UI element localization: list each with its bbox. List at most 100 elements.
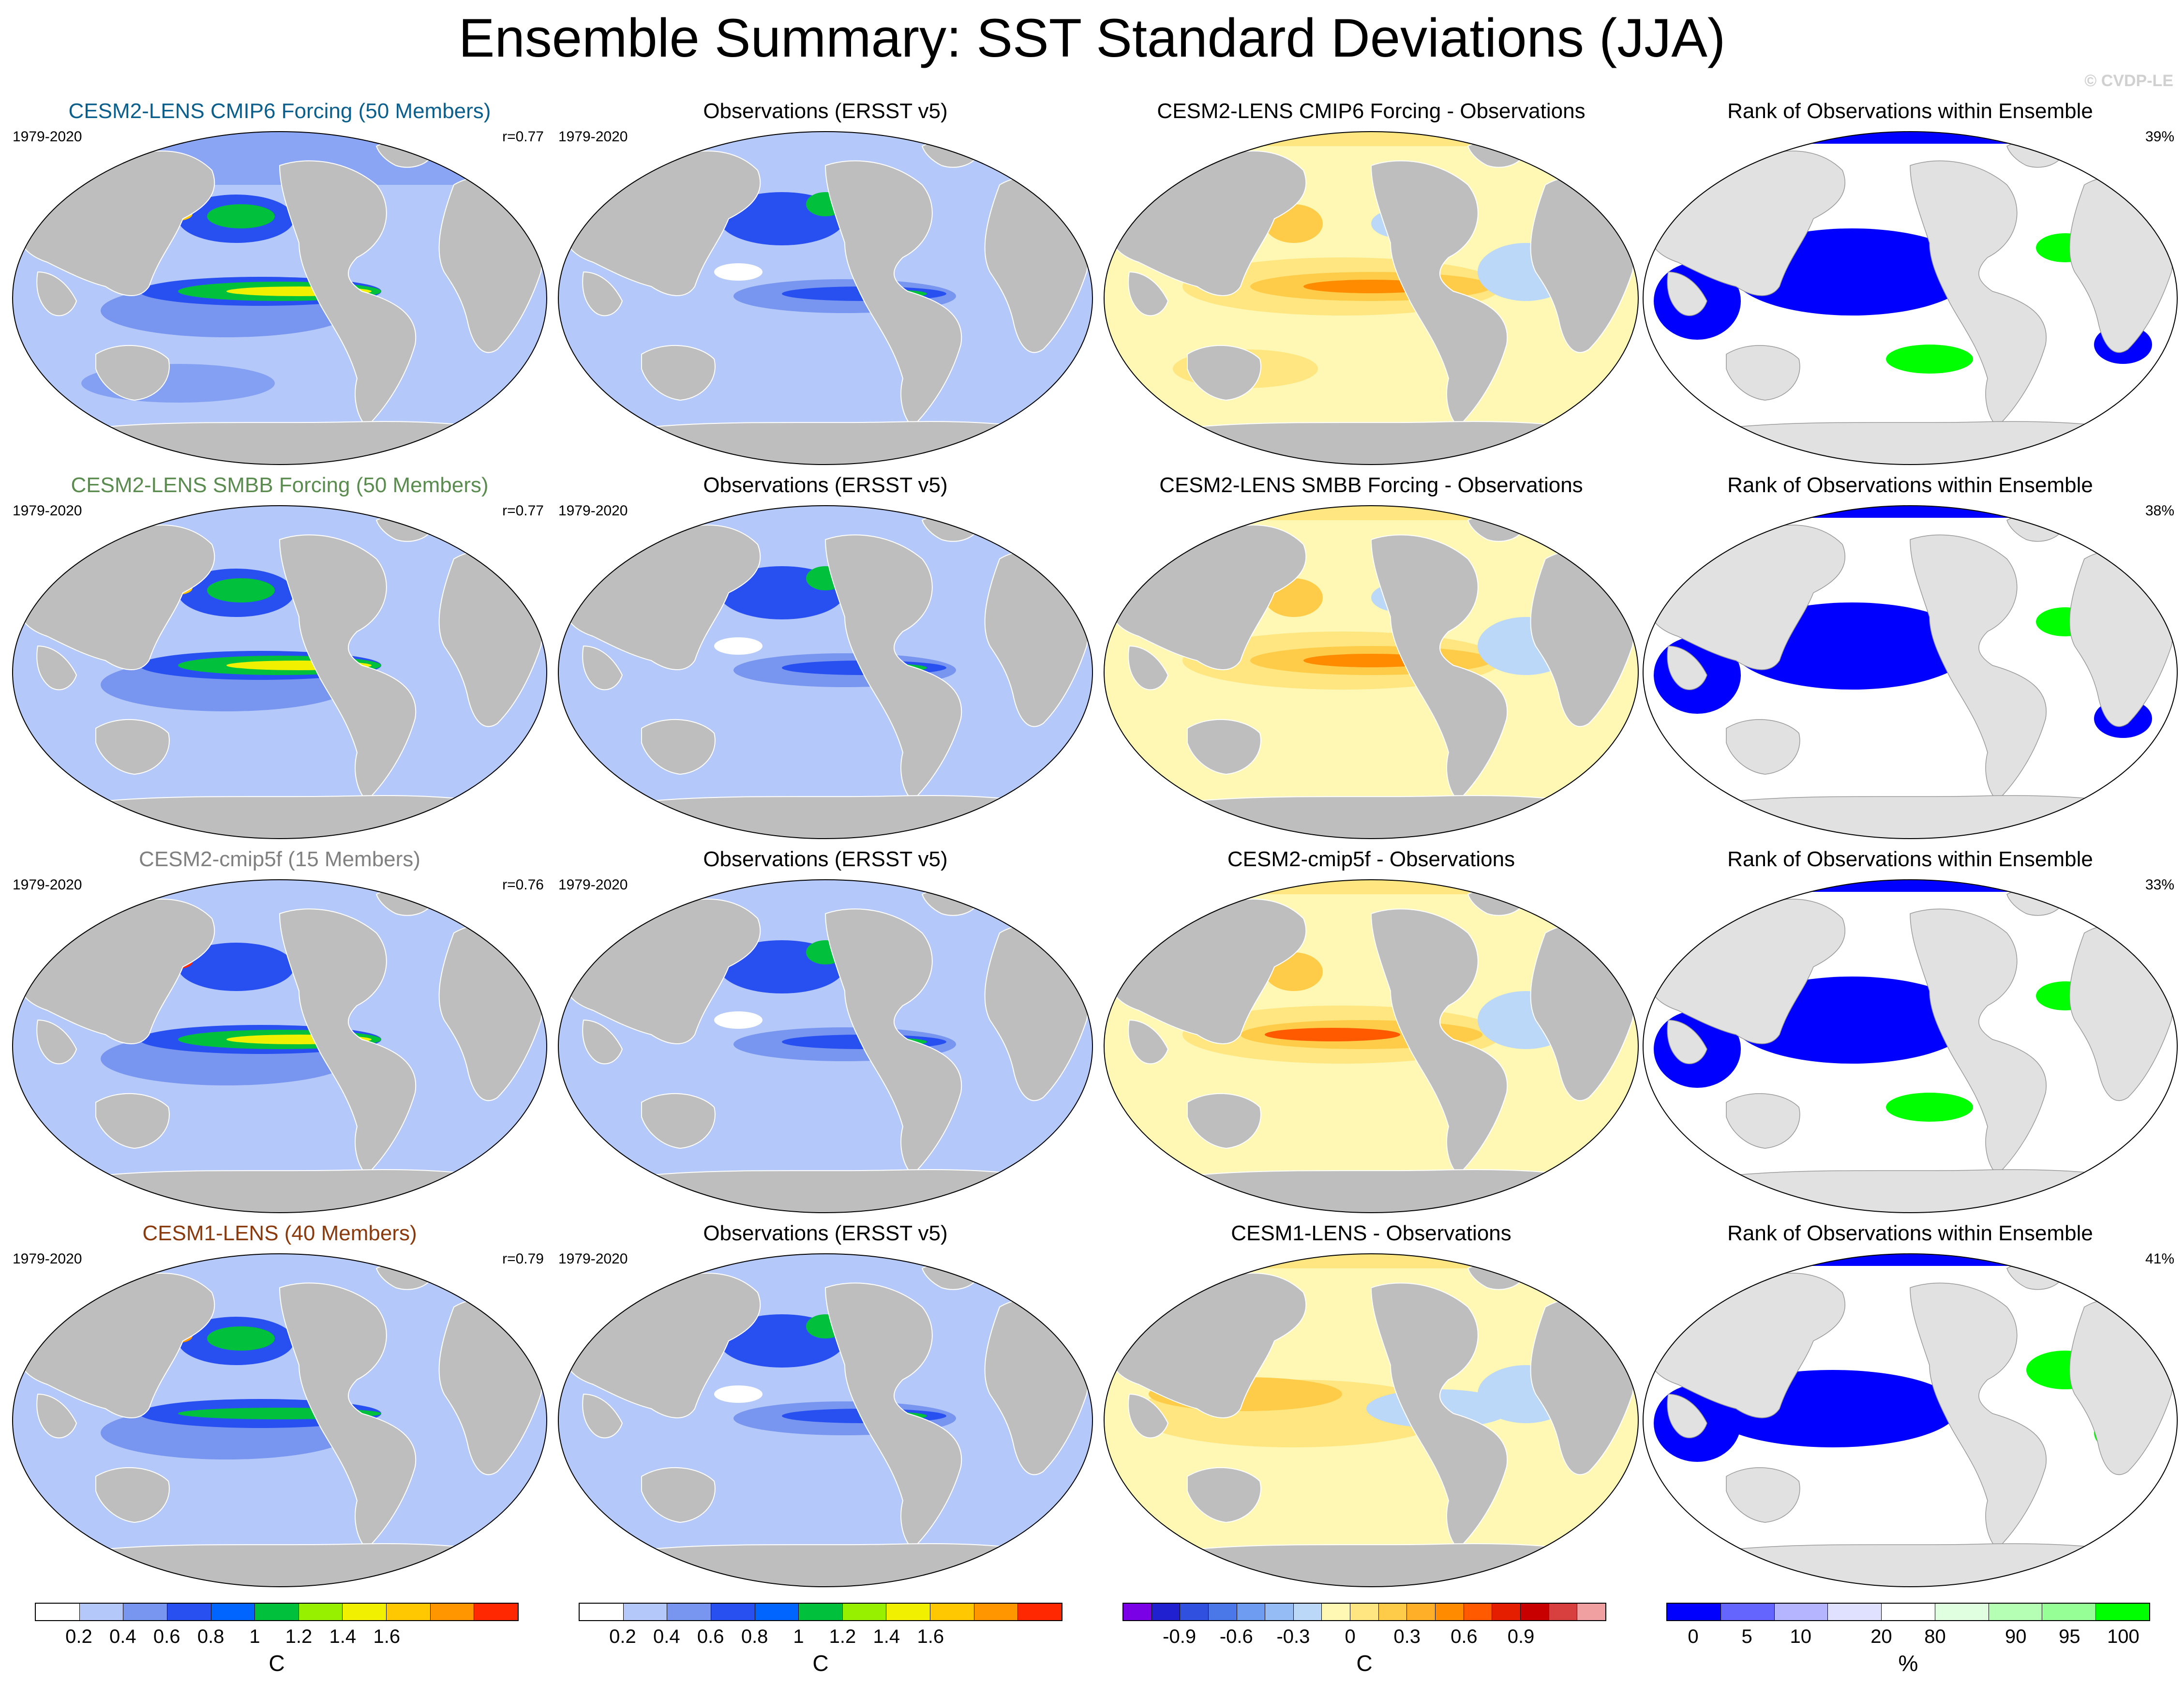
- colorbar-tick-label: 1.4: [329, 1626, 357, 1647]
- figure-title: Ensemble Summary: SST Standard Deviation…: [458, 8, 1726, 68]
- colorbar-swatch: [1520, 1604, 1549, 1620]
- panel-model-row4: CESM1-LENS (40 Members) 1979-2020 r=0.79: [7, 1219, 553, 1593]
- colorbar-tick-label: 0.4: [653, 1626, 680, 1647]
- colorbar-tick-label: -0.6: [1219, 1626, 1253, 1647]
- rank-title: Rank of Observations within Ensemble: [1727, 473, 2093, 497]
- colorbar-unit: C: [269, 1651, 285, 1676]
- colorbar-tick-label: 1: [793, 1626, 804, 1647]
- colorbar-tick-label: 1.4: [873, 1626, 900, 1647]
- colorbar-tick-label: 0.8: [741, 1626, 768, 1647]
- sst-map-obs: [558, 879, 1093, 1213]
- colorbar-swatch: [1208, 1604, 1237, 1620]
- model-title: CESM2-cmip5f (15 Members): [139, 847, 420, 871]
- diff-title: CESM1-LENS - Observations: [1231, 1221, 1511, 1245]
- sst-map-model: [12, 879, 547, 1213]
- colorbar-swatch: [842, 1604, 887, 1620]
- colorbar-swatch: [755, 1604, 799, 1620]
- rank-map: [1643, 1253, 2178, 1587]
- panel-rank-row1: Rank of Observations within Ensemble 39%: [1637, 97, 2183, 470]
- years-label: 1979-2020: [558, 503, 628, 519]
- colorbar-swatch: [211, 1604, 255, 1620]
- panel-obs-row3: Observations (ERSST v5) 1979-2020: [553, 845, 1098, 1218]
- colorbar-swatch: [167, 1604, 211, 1620]
- diff-title: CESM2-LENS CMIP6 Forcing - Observations: [1157, 99, 1586, 123]
- colorbar-tick-label: -0.3: [1276, 1626, 1310, 1647]
- colorbar-swatch: [1180, 1604, 1209, 1620]
- colorbar-swatch: [580, 1604, 624, 1620]
- panel-model-row2: CESM2-LENS SMBB Forcing (50 Members) 197…: [7, 471, 553, 844]
- colorbar-swatch: [79, 1604, 124, 1620]
- rank-title: Rank of Observations within Ensemble: [1727, 847, 2093, 871]
- colorbar-swatches: [35, 1603, 519, 1621]
- sst-map-model: [12, 131, 547, 465]
- years-label: 1979-2020: [558, 1251, 628, 1267]
- panel-model-row3: CESM2-cmip5f (15 Members) 1979-2020 r=0.…: [7, 845, 553, 1218]
- sst-map-obs: [558, 505, 1093, 839]
- colorbar-rank: % 0 5 10 20 80 90 95 100: [1666, 1597, 2150, 1679]
- colorbar-swatch: [1123, 1604, 1152, 1620]
- colorbar-swatch: [2096, 1604, 2150, 1620]
- years-label: 1979-2020: [558, 129, 628, 145]
- sst-map-model: [12, 505, 547, 839]
- rank-map: [1643, 505, 2178, 839]
- sst-map-obs: [558, 131, 1093, 465]
- colorbar-tick-label: 0.3: [1393, 1626, 1421, 1647]
- colorbar-swatch: [299, 1604, 343, 1620]
- colorbar-swatch: [1152, 1604, 1181, 1620]
- rank-percent: 39%: [2145, 129, 2174, 145]
- correlation-label: r=0.79: [502, 1251, 544, 1267]
- colorbar-swatch: [799, 1604, 843, 1620]
- colorbar-tick-label: 0.6: [697, 1626, 724, 1647]
- colorbar-swatch: [1464, 1604, 1493, 1620]
- colorbar-unit: %: [1898, 1651, 1918, 1676]
- sst-map-obs: [558, 1253, 1093, 1587]
- colorbar-swatch: [1350, 1604, 1379, 1620]
- obs-title: Observations (ERSST v5): [703, 1221, 948, 1245]
- colorbar-swatch: [667, 1604, 711, 1620]
- colorbar-swatch: [2042, 1604, 2096, 1620]
- diff-title: CESM2-LENS SMBB Forcing - Observations: [1159, 473, 1583, 497]
- colorbar-swatch: [123, 1604, 167, 1620]
- colorbar-swatch: [1720, 1604, 1775, 1620]
- colorbar-swatch: [474, 1604, 518, 1620]
- colorbar-swatch: [1828, 1604, 1882, 1620]
- model-title: CESM2-LENS SMBB Forcing (50 Members): [71, 473, 489, 497]
- colorbar-swatch: [1492, 1604, 1521, 1620]
- colorbar-swatch: [1882, 1604, 1935, 1620]
- rank-title: Rank of Observations within Ensemble: [1727, 99, 2093, 123]
- copyright-label: © CVDP-LE: [2084, 72, 2173, 90]
- panel-diff-row3: CESM2-cmip5f - Observations: [1098, 845, 1644, 1218]
- colorbar-tick-label: 95: [2059, 1626, 2080, 1647]
- panel-diff-row1: CESM2-LENS CMIP6 Forcing - Observations: [1098, 97, 1644, 470]
- sst-map-difference: [1104, 505, 1639, 839]
- colorbar-swatch: [255, 1604, 299, 1620]
- colorbar-swatch: [1265, 1604, 1294, 1620]
- colorbar-tick-label: 10: [1790, 1626, 1812, 1647]
- panel-obs-row1: Observations (ERSST v5) 1979-2020: [553, 97, 1098, 470]
- rank-map: [1643, 131, 2178, 465]
- colorbar-tick-label: 0.4: [109, 1626, 136, 1647]
- colorbar-swatch: [1667, 1604, 1721, 1620]
- years-label: 1979-2020: [13, 129, 82, 145]
- correlation-label: r=0.76: [502, 877, 544, 893]
- obs-title: Observations (ERSST v5): [703, 99, 948, 123]
- colorbar-swatch: [930, 1604, 974, 1620]
- colorbar-swatch: [1293, 1604, 1322, 1620]
- colorbar-tick-label: 20: [1870, 1626, 1892, 1647]
- panel-diff-row4: CESM1-LENS - Observations: [1098, 1219, 1644, 1593]
- rank-percent: 33%: [2145, 877, 2174, 893]
- colorbar-tick-label: 0.2: [65, 1626, 92, 1647]
- sst-map-difference: [1104, 131, 1639, 465]
- colorbar-tick-label: 0.6: [153, 1626, 180, 1647]
- colorbar-tick-label: 0.9: [1507, 1626, 1535, 1647]
- colorbar-unit: C: [812, 1651, 829, 1676]
- colorbar-swatch: [1989, 1604, 2043, 1620]
- correlation-label: r=0.77: [502, 129, 544, 145]
- colorbar-tick-label: -0.9: [1163, 1626, 1197, 1647]
- model-title: CESM2-LENS CMIP6 Forcing (50 Members): [68, 99, 491, 123]
- colorbar-tick-label: 0.2: [609, 1626, 636, 1647]
- colorbar-swatch: [1322, 1604, 1351, 1620]
- rank-percent: 38%: [2145, 503, 2174, 519]
- years-label: 1979-2020: [13, 1251, 82, 1267]
- panel-obs-row4: Observations (ERSST v5) 1979-2020: [553, 1219, 1098, 1593]
